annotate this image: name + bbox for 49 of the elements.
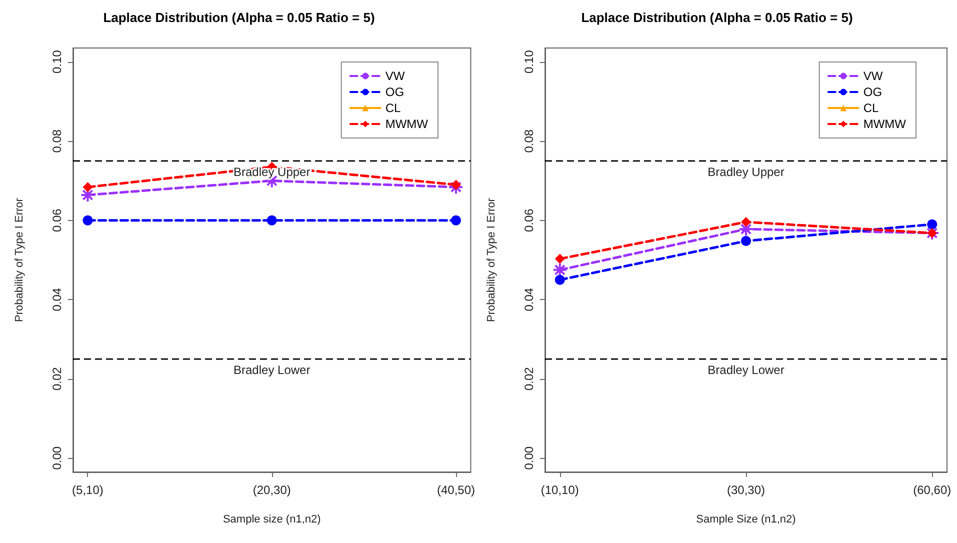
legend-label: OG: [863, 85, 882, 99]
point: [554, 274, 565, 285]
y-tick-label: 0.08: [522, 129, 536, 153]
y-tick-label: 0.04: [50, 288, 64, 312]
x-tick-label: (5,10): [72, 483, 104, 497]
y-tick-label: 0.08: [50, 129, 64, 153]
point: [741, 216, 751, 227]
x-tick-label: (60,60): [913, 483, 952, 497]
point: [451, 215, 461, 226]
chart-title: Laplace Distribution (Alpha = 0.05 Ratio = 5): [581, 10, 853, 25]
y-tick-label: 0.10: [522, 50, 536, 74]
x-tick-label: (40,50): [436, 483, 476, 497]
y-axis-title: Probability of Type I Error: [486, 198, 498, 322]
point: [80, 188, 96, 203]
point: [741, 236, 751, 246]
legend-label: VW: [863, 69, 884, 83]
chart-title: Laplace Distribution (Alpha = 0.05 Ratio = 5): [103, 10, 375, 25]
x-axis-title: Sample size (n1,n2): [222, 514, 321, 526]
y-axis-title: Probability of Type I Error: [14, 198, 26, 322]
y-tick-label: 0.10: [50, 50, 64, 74]
point: [82, 215, 93, 226]
point: [82, 182, 93, 192]
point: [554, 254, 565, 264]
y-tick-label: 0.04: [522, 288, 536, 312]
x-tick-label: (20,30): [252, 483, 291, 497]
point: [448, 180, 464, 195]
x-tick-label: (10,10): [540, 483, 579, 497]
point: [450, 180, 461, 190]
ref-line-label: Bradley Lower: [708, 363, 784, 378]
legend-label: OG: [385, 85, 404, 99]
legend-label: MWMW: [863, 117, 907, 131]
legend-label: CL: [385, 101, 402, 115]
ref-line-label: Bradley Lower: [234, 363, 310, 378]
legend-label: CL: [863, 101, 880, 115]
y-tick-label: 0.00: [522, 446, 536, 470]
x-axis-title: Sample Size (n1,n2): [696, 514, 796, 526]
y-tick-label: 0.06: [50, 208, 64, 232]
y-tick-label: 0.00: [50, 446, 64, 470]
legend-label: VW: [385, 69, 406, 83]
y-tick-label: 0.02: [50, 366, 64, 391]
legend-label: MWMW: [385, 117, 429, 131]
x-tick-label: (30,30): [726, 483, 766, 497]
y-tick-label: 0.02: [522, 366, 536, 391]
point: [927, 219, 938, 230]
point: [738, 222, 754, 237]
y-tick-label: 0.06: [522, 208, 536, 232]
point: [266, 215, 277, 226]
ref-line-label: Bradley Upper: [708, 164, 784, 179]
point: [552, 262, 568, 278]
